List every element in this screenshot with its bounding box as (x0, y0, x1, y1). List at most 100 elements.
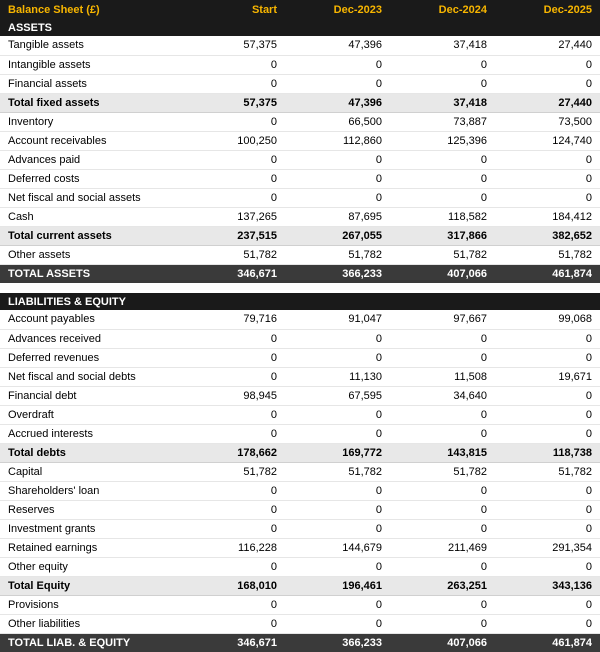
cell-value: 0 (495, 329, 600, 348)
cell-value: 34,640 (390, 386, 495, 405)
cell-value: 0 (390, 500, 495, 519)
cell-value: 91,047 (285, 310, 390, 329)
cell-value: 461,874 (495, 264, 600, 283)
table-title: Balance Sheet (£) (0, 0, 180, 19)
cell-value: 0 (390, 481, 495, 500)
cell-value: 0 (495, 188, 600, 207)
row-label: Other equity (0, 557, 180, 576)
cell-value: 0 (180, 405, 285, 424)
cell-value: 112,860 (285, 131, 390, 150)
data-row: Other equity0000 (0, 557, 600, 576)
data-row: Other liabilities0000 (0, 614, 600, 633)
cell-value: 11,508 (390, 367, 495, 386)
cell-value: 116,228 (180, 538, 285, 557)
row-label: Financial assets (0, 74, 180, 93)
data-row: Overdraft0000 (0, 405, 600, 424)
grand-row: TOTAL ASSETS346,671366,233407,066461,874 (0, 264, 600, 283)
cell-value: 118,738 (495, 443, 600, 462)
cell-value: 0 (285, 481, 390, 500)
data-row: Net fiscal and social assets0000 (0, 188, 600, 207)
row-label: Total Equity (0, 576, 180, 595)
cell-value: 184,412 (495, 207, 600, 226)
cell-value: 0 (285, 329, 390, 348)
cell-value: 0 (390, 557, 495, 576)
data-row: Retained earnings116,228144,679211,46929… (0, 538, 600, 557)
cell-value: 51,782 (495, 245, 600, 264)
cell-value: 0 (180, 188, 285, 207)
cell-value: 0 (495, 500, 600, 519)
data-row: Other assets51,78251,78251,78251,782 (0, 245, 600, 264)
cell-value: 143,815 (390, 443, 495, 462)
cell-value: 0 (495, 424, 600, 443)
cell-value: 407,066 (390, 264, 495, 283)
cell-value: 47,396 (285, 93, 390, 112)
data-row: Deferred revenues0000 (0, 348, 600, 367)
cell-value: 0 (390, 188, 495, 207)
cell-value: 87,695 (285, 207, 390, 226)
cell-value: 37,418 (390, 93, 495, 112)
cell-value: 0 (285, 150, 390, 169)
column-header: Dec-2025 (495, 0, 600, 19)
row-label: Account receivables (0, 131, 180, 150)
cell-value: 0 (495, 614, 600, 633)
cell-value: 0 (390, 424, 495, 443)
row-label: Account payables (0, 310, 180, 329)
cell-value: 0 (180, 348, 285, 367)
data-row: Shareholders' loan0000 (0, 481, 600, 500)
cell-value: 267,055 (285, 226, 390, 245)
row-label: Investment grants (0, 519, 180, 538)
cell-value: 47,396 (285, 36, 390, 55)
section-label: ASSETS (0, 19, 600, 36)
cell-value: 79,716 (180, 310, 285, 329)
cell-value: 51,782 (180, 245, 285, 264)
cell-value: 346,671 (180, 264, 285, 283)
cell-value: 0 (495, 557, 600, 576)
cell-value: 346,671 (180, 633, 285, 652)
row-label: Reserves (0, 500, 180, 519)
cell-value: 0 (495, 519, 600, 538)
cell-value: 73,887 (390, 112, 495, 131)
row-label: Total current assets (0, 226, 180, 245)
cell-value: 407,066 (390, 633, 495, 652)
cell-value: 51,782 (285, 245, 390, 264)
row-label: Other assets (0, 245, 180, 264)
cell-value: 0 (390, 519, 495, 538)
data-row: Financial debt98,94567,59534,6400 (0, 386, 600, 405)
cell-value: 0 (285, 557, 390, 576)
cell-value: 366,233 (285, 264, 390, 283)
cell-value: 0 (285, 614, 390, 633)
row-label: Financial debt (0, 386, 180, 405)
cell-value: 0 (495, 348, 600, 367)
cell-value: 0 (285, 500, 390, 519)
cell-value: 51,782 (180, 462, 285, 481)
cell-value: 0 (390, 169, 495, 188)
gap-row (0, 283, 600, 293)
cell-value: 51,782 (390, 245, 495, 264)
row-label: TOTAL ASSETS (0, 264, 180, 283)
data-row: Tangible assets57,37547,39637,41827,440 (0, 36, 600, 55)
cell-value: 0 (180, 74, 285, 93)
subtotal-row: Total current assets237,515267,055317,86… (0, 226, 600, 245)
cell-value: 100,250 (180, 131, 285, 150)
cell-value: 0 (495, 386, 600, 405)
row-label: TOTAL LIAB. & EQUITY (0, 633, 180, 652)
data-row: Cash137,26587,695118,582184,412 (0, 207, 600, 226)
cell-value: 196,461 (285, 576, 390, 595)
cell-value: 0 (495, 150, 600, 169)
data-row: Financial assets0000 (0, 74, 600, 93)
data-row: Accrued interests0000 (0, 424, 600, 443)
cell-value: 0 (285, 169, 390, 188)
cell-value: 51,782 (285, 462, 390, 481)
row-label: Retained earnings (0, 538, 180, 557)
cell-value: 0 (180, 367, 285, 386)
cell-value: 97,667 (390, 310, 495, 329)
cell-value: 0 (390, 74, 495, 93)
cell-value: 125,396 (390, 131, 495, 150)
data-row: Intangible assets0000 (0, 55, 600, 74)
row-label: Net fiscal and social debts (0, 367, 180, 386)
cell-value: 51,782 (390, 462, 495, 481)
grand-row: TOTAL LIAB. & EQUITY346,671366,233407,06… (0, 633, 600, 652)
data-row: Advances received0000 (0, 329, 600, 348)
row-label: Deferred costs (0, 169, 180, 188)
row-label: Overdraft (0, 405, 180, 424)
